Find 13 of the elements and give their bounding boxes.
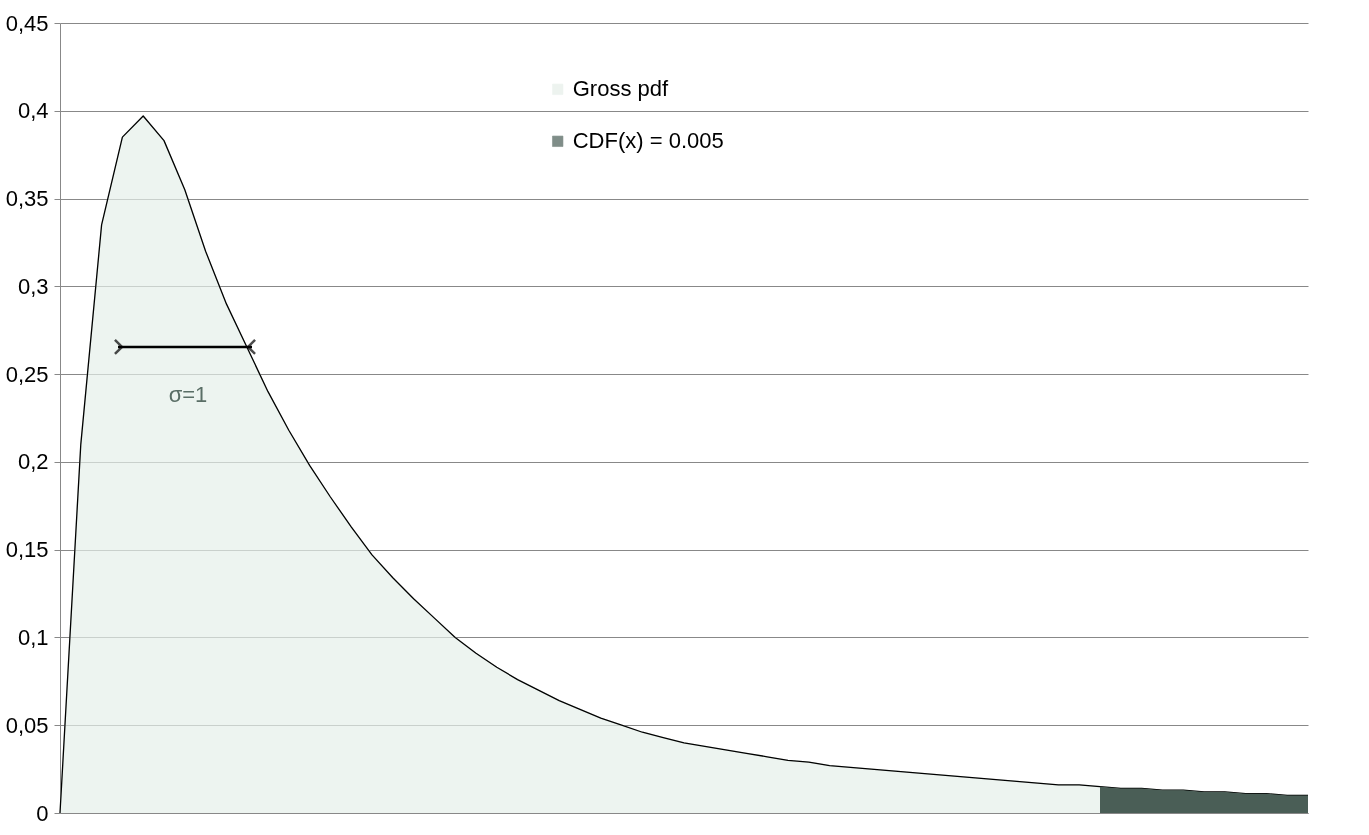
y-tick-label: 0,3: [17, 273, 49, 299]
y-tick-label: 0,35: [5, 186, 49, 212]
y-tick-label: 0,15: [5, 537, 49, 563]
y-tick-label: 0,25: [5, 361, 49, 387]
legend-label: CDF(x) = 0.005: [572, 128, 724, 154]
legend-label: Gross pdf: [572, 76, 669, 102]
y-tick-label: 0,45: [5, 10, 49, 36]
y-tick-label: 0,1: [17, 624, 49, 650]
y-tick-label: 0: [36, 800, 49, 826]
y-tick-label: 0,4: [17, 98, 49, 124]
y-tick-label: 0,2: [17, 449, 49, 475]
y-tick-label: 0,05: [5, 712, 49, 738]
annotation: σ=1: [168, 381, 208, 407]
